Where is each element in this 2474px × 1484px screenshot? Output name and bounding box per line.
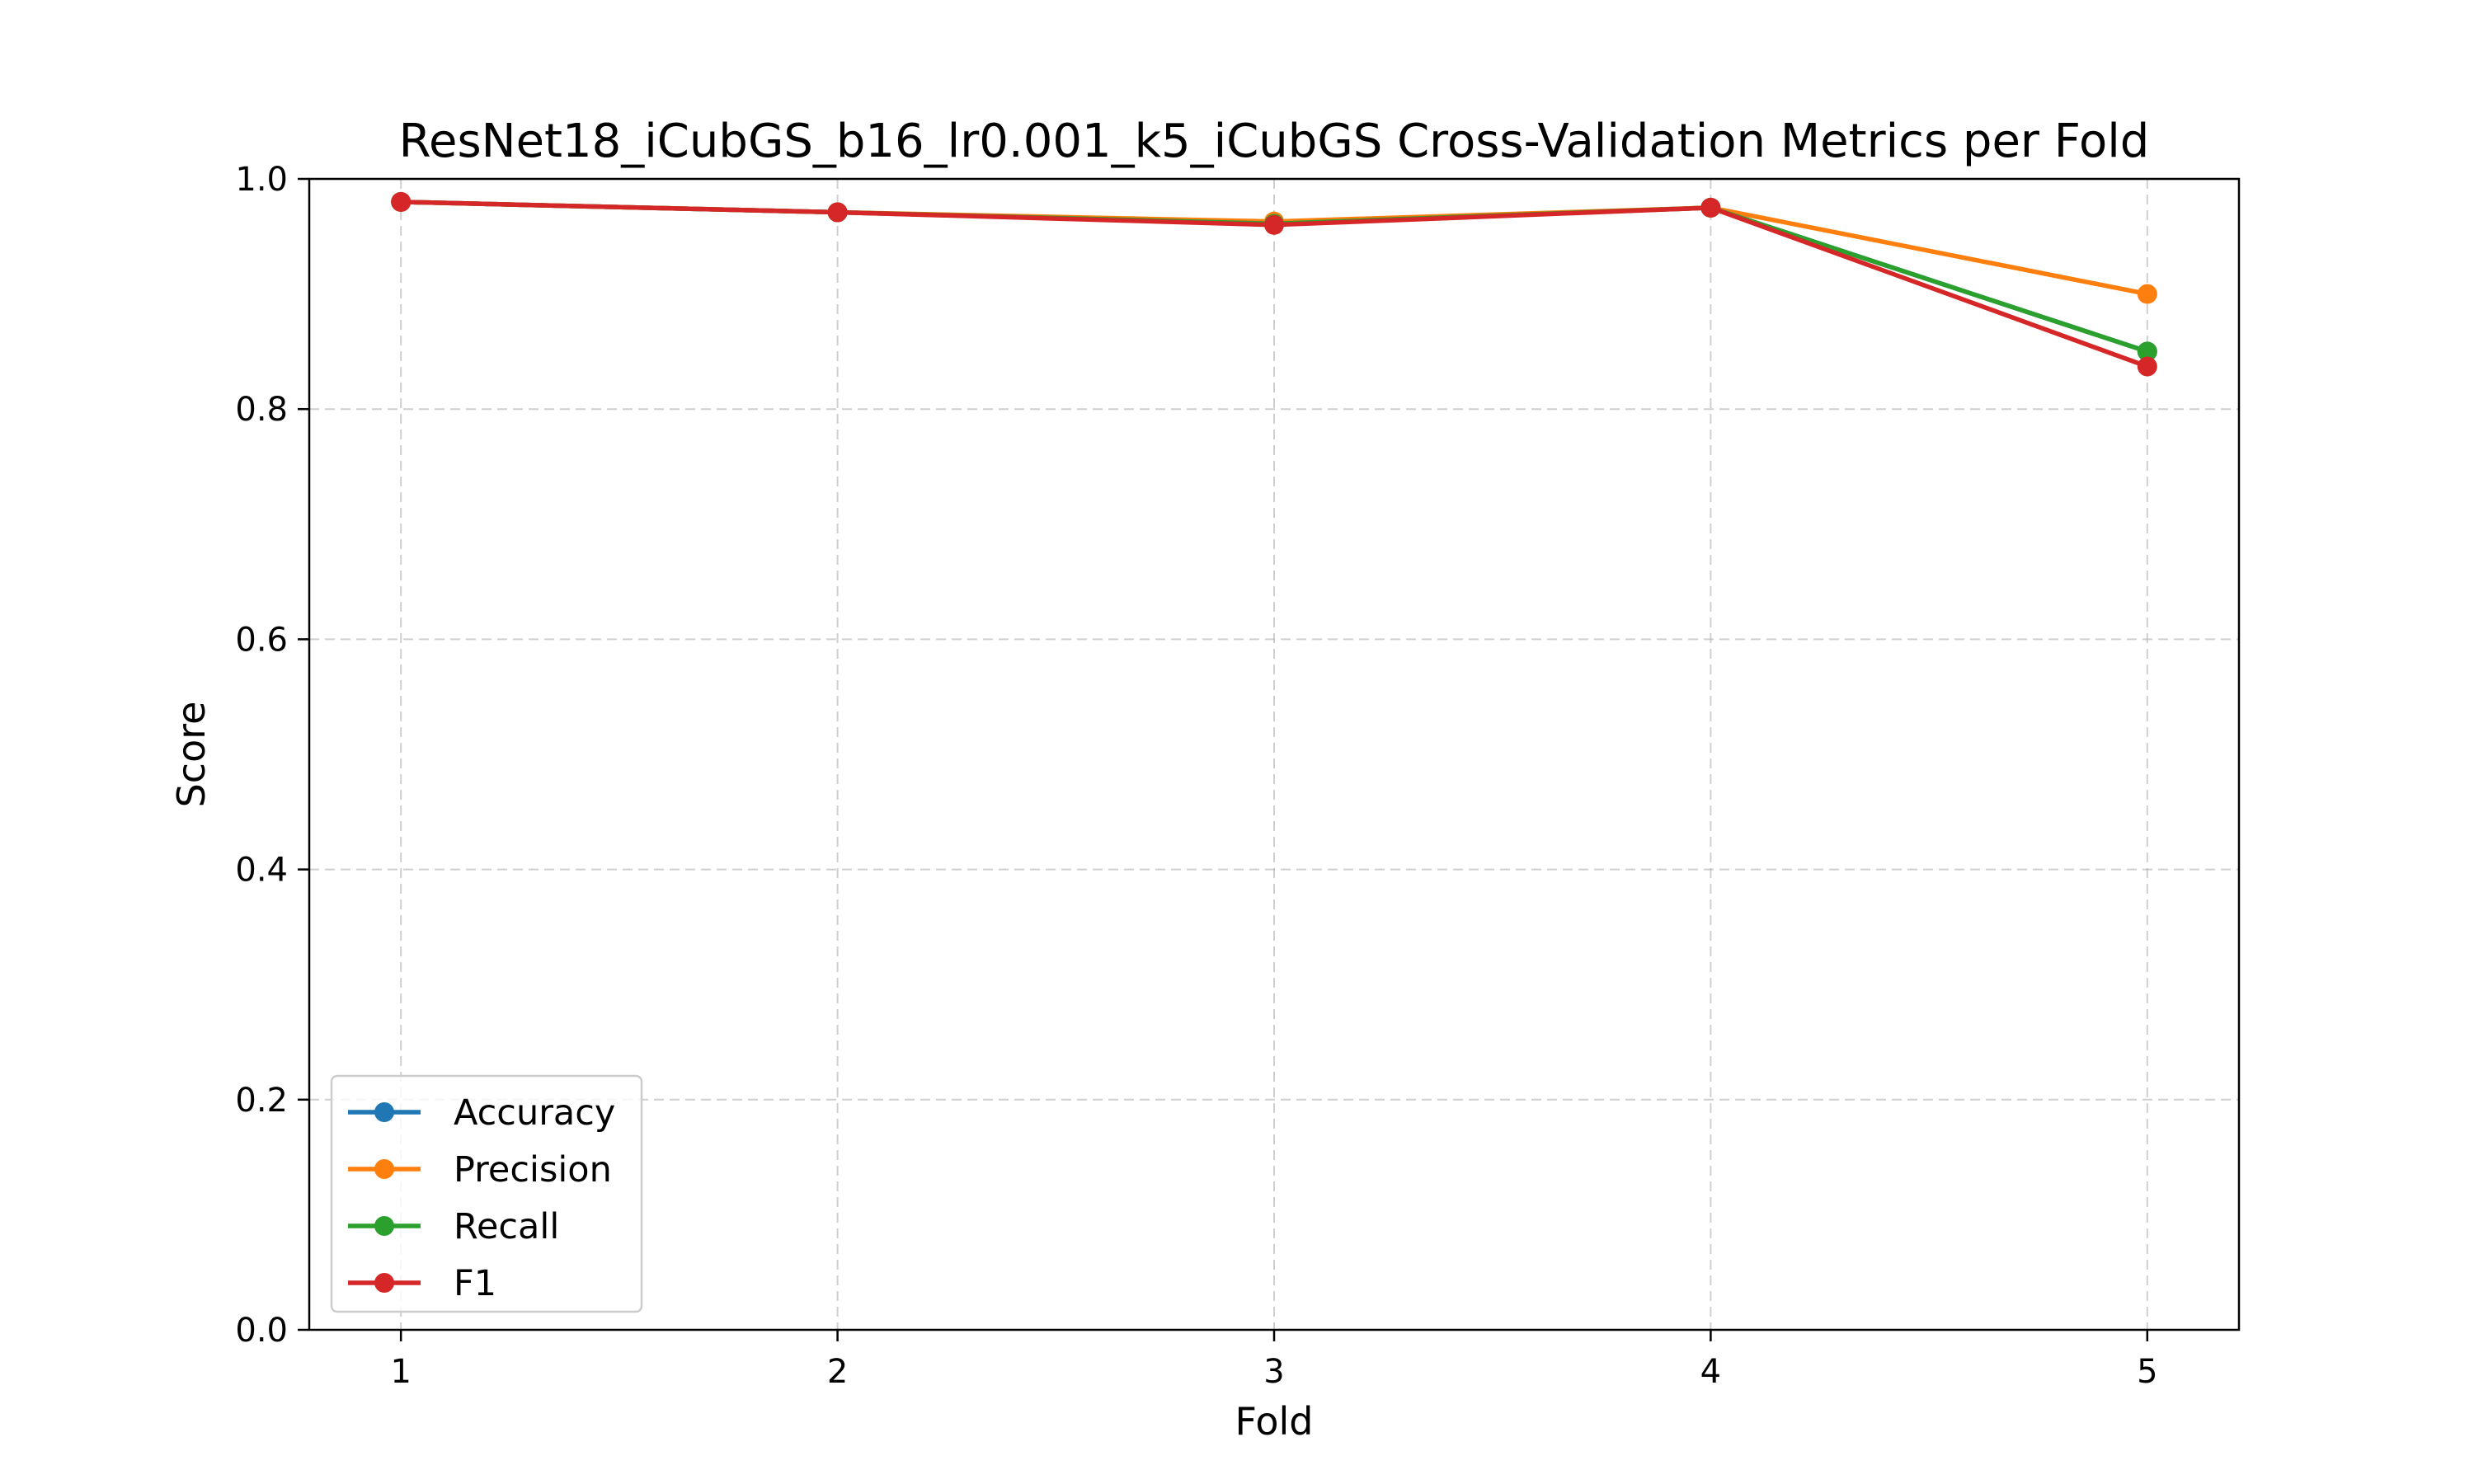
x-axis-label: Fold bbox=[1235, 1399, 1314, 1444]
y-tick-label: 0.8 bbox=[235, 391, 288, 429]
y-tick-label: 0.0 bbox=[235, 1312, 288, 1350]
y-tick-label: 0.4 bbox=[235, 852, 288, 890]
legend-label: F1 bbox=[454, 1263, 496, 1304]
legend-label: Accuracy bbox=[454, 1092, 615, 1134]
legend-label: Recall bbox=[454, 1206, 559, 1247]
y-tick-label: 0.6 bbox=[235, 621, 288, 659]
data-point-recall bbox=[2137, 341, 2157, 362]
x-tick-label: 4 bbox=[1700, 1353, 1721, 1391]
y-axis-label: Score bbox=[169, 702, 214, 808]
data-point-f1 bbox=[827, 202, 848, 223]
legend-item: Precision bbox=[348, 1149, 612, 1190]
legend-marker bbox=[374, 1216, 394, 1236]
data-point-f1 bbox=[391, 191, 412, 212]
axis-ticks: 1 2 3 4 5 0.0 0.2 0.4 0.6 0.8 1.0 bbox=[235, 161, 2157, 1391]
legend-label: Precision bbox=[454, 1149, 612, 1190]
data-point-precision bbox=[2137, 284, 2157, 304]
legend-item: F1 bbox=[348, 1263, 496, 1304]
series-f1 bbox=[391, 191, 2157, 377]
chart-title: ResNet18_iCubGS_b16_lr0.001_k5_iCubGS Cr… bbox=[399, 115, 2150, 168]
data-point-f1 bbox=[1700, 197, 1721, 218]
x-tick-label: 1 bbox=[390, 1353, 411, 1391]
x-tick-label: 5 bbox=[2137, 1353, 2157, 1391]
legend-marker bbox=[374, 1273, 394, 1293]
grid-lines bbox=[309, 179, 2239, 1330]
legend-item: Accuracy bbox=[348, 1092, 615, 1134]
data-point-f1 bbox=[2137, 356, 2157, 377]
y-tick-label: 1.0 bbox=[235, 161, 288, 199]
legend-marker bbox=[374, 1102, 394, 1122]
data-point-f1 bbox=[1264, 214, 1284, 235]
plot-area-frame bbox=[308, 177, 2241, 1331]
legend-box bbox=[330, 1074, 643, 1313]
legend-marker bbox=[374, 1159, 394, 1179]
x-tick-label: 2 bbox=[827, 1353, 848, 1391]
series-layer bbox=[391, 191, 2157, 377]
x-tick-label: 3 bbox=[1263, 1353, 1284, 1391]
y-tick-label: 0.2 bbox=[235, 1082, 288, 1120]
legend-item: Recall bbox=[348, 1206, 559, 1247]
legend: Accuracy Precision Recall F1 bbox=[330, 1074, 643, 1313]
